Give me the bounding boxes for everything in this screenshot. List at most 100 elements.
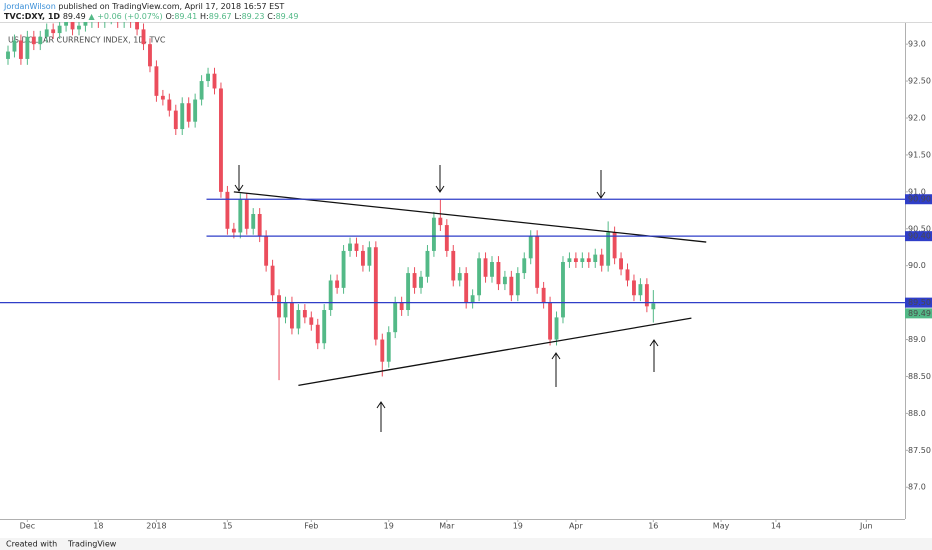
candle-body [167,99,172,111]
candle-body [335,280,340,288]
candle-body [419,276,423,288]
annotations [234,165,659,432]
candle-body [554,317,559,340]
candle-body [541,287,546,303]
candle-body [141,29,146,45]
x-tick-label: 16 [648,522,658,531]
up-arrow [649,339,659,372]
candle-body [231,228,236,233]
candle-body [457,273,462,281]
candle-body [431,217,436,251]
candle-body [490,262,494,277]
candle-body [70,22,75,30]
c-prefix: C: [267,12,275,21]
candle-body [528,236,533,259]
y-tick-label: 87.0 [908,483,926,492]
candle-body [31,36,36,45]
candle-body [341,250,346,288]
trendline [298,317,692,386]
symbol-line: TVC:DXY, 1D 89.49 ▲ +0.06 (+0.07%) O:89.… [4,12,298,21]
candle-body [315,324,320,344]
header-line: JordanWilson published on TradingView.co… [3,2,284,11]
y-tick-label: 92.0 [908,114,926,123]
footer-bar [0,538,932,550]
candle-body [283,302,288,318]
candle-body [173,110,178,130]
candle-body [64,22,69,26]
down-arrow [435,165,445,193]
level-tag [905,297,932,308]
down-arrow [596,170,606,199]
candle-body [251,214,256,229]
candle-body [638,284,643,296]
candle-body [257,214,262,237]
candle-body [354,243,359,251]
candle-body [586,258,591,263]
candle-body [477,258,482,296]
candle-body [632,280,636,296]
candle-body [548,302,553,340]
y-tick-label: 88.0 [908,409,926,418]
up-arrow [551,352,561,387]
symbol: TVC:DXY, 1D [4,12,60,21]
down-arrow [234,165,244,192]
candle-body [567,258,572,263]
h-value: 89.67 [209,12,232,21]
candle-body [290,302,294,329]
y-tick-label: 91.0 [908,187,926,196]
candle-body [77,25,81,30]
candle-body [373,247,378,340]
candle-body [393,302,398,333]
candle-body [451,250,456,281]
level-tag [905,194,932,205]
candle-body [599,254,604,266]
x-tick-label: May [713,522,730,531]
candle-body [412,273,417,288]
up-arrow [376,401,386,432]
trendline [233,191,707,243]
y-tick-label: 88.50 [908,372,931,381]
candle-body [264,236,269,266]
x-tick-label: Apr [569,522,584,531]
candle-body [367,247,372,266]
candle-body [470,295,475,303]
candle-body [606,232,611,266]
price-label: 89.49 [908,309,931,318]
candle-body [444,225,449,251]
y-tick-label: 87.50 [908,446,931,455]
candle-body [360,250,365,266]
last-price: 89.49 [63,12,86,21]
candle-body [148,44,152,67]
candle-body [12,40,17,52]
l-value: 89.23 [242,12,265,21]
x-tick-label: Mar [439,522,455,531]
candle-body [38,36,43,45]
candle-body [561,262,565,318]
l-prefix: L: [234,12,241,21]
candle-body [277,295,281,318]
candle-body [322,310,327,344]
candle-body [219,88,223,192]
footer-created: Created with [6,540,57,549]
candle-body [425,250,430,277]
candle-body [51,29,56,34]
candle-body [302,310,307,318]
candle-body [154,66,159,96]
candle-body [573,258,578,263]
x-tick-label: 19 [513,522,523,531]
chart-title: US DOLLAR CURRENCY INDEX, 1D, TVC [8,36,166,45]
o-prefix: O: [165,12,174,21]
candle-body [270,265,275,296]
level-label: 89.50 [908,298,931,307]
level-label: 90.90 [908,195,931,204]
change: ▲ +0.06 (+0.07%) [89,12,163,21]
footer-brand[interactable]: TradingView [67,540,117,549]
candle-body [535,236,540,288]
candle-body [83,22,88,26]
y-tick-label: 90.0 [908,261,926,270]
candle-body [438,217,443,226]
o-value: 89.41 [174,12,197,21]
candle-body [296,310,301,329]
level-tag [905,231,932,242]
